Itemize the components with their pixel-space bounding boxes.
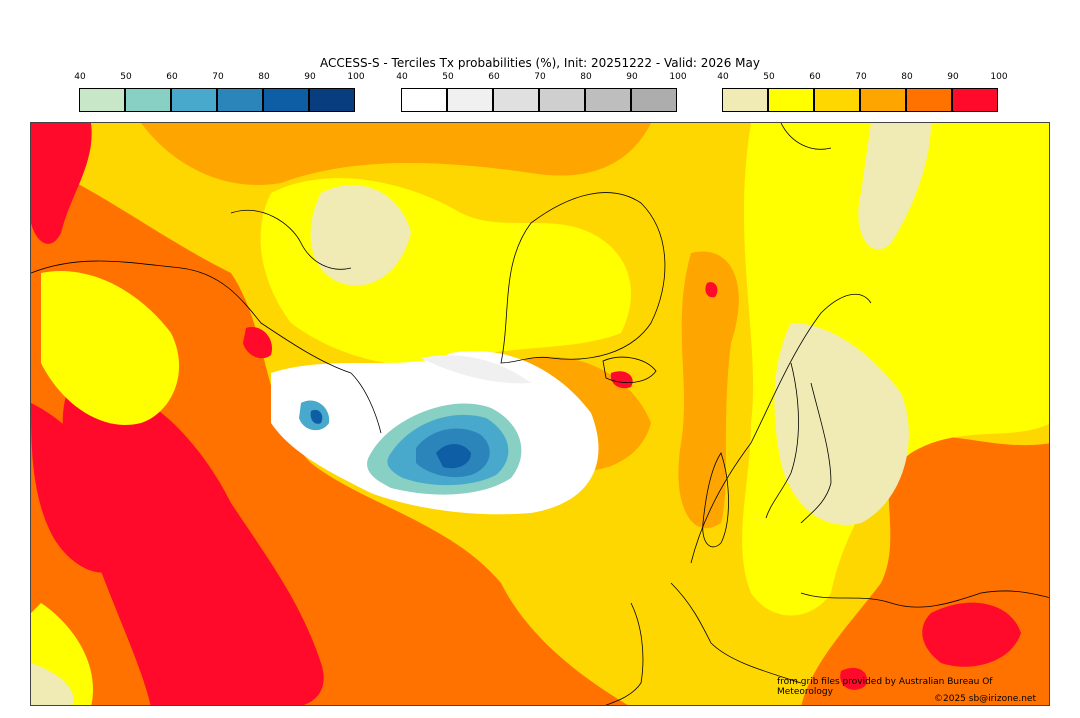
tick-label: 60 (166, 72, 178, 82)
field-pale-scandinavia (774, 323, 909, 525)
coast-iberia (605, 602, 644, 705)
tick-label: 40 (74, 72, 86, 82)
legend-swatch (171, 88, 217, 112)
coast-iceland (602, 356, 657, 383)
legend-swatch (539, 88, 585, 112)
tick-label: 100 (990, 72, 1008, 82)
probability-map[interactable]: from grib files provided by Australian B… (30, 122, 1050, 706)
tick-label: 70 (534, 72, 546, 82)
field-blue-deep (436, 444, 471, 469)
legend-swatch (906, 88, 952, 112)
coast-greenland (500, 192, 666, 364)
legend-swatch (860, 88, 906, 112)
map-title: ACCESS-S - Terciles Tx probabilities (%)… (320, 56, 760, 70)
copyright-credit: ©2025 sb@irizone.net (934, 694, 1036, 704)
legend-swatch (768, 88, 814, 112)
source-credit: from grib files provided by Australian B… (777, 677, 993, 697)
field-orange-norway (678, 251, 739, 529)
legend-bar-below (79, 88, 356, 112)
legend-ticks-below: 40 50 60 70 80 90 100 (74, 72, 364, 84)
field-red-norway-spot (705, 282, 718, 298)
legend-swatch (952, 88, 998, 112)
legend-swatch (631, 88, 677, 112)
legend-bar-near (401, 88, 678, 112)
legend-swatch (125, 88, 171, 112)
legend-swatch (447, 88, 493, 112)
field-red-southwest-2 (31, 403, 131, 573)
tick-label: 90 (626, 72, 638, 82)
field-red-corner (31, 123, 92, 244)
coast-arctic-islands (780, 123, 832, 150)
field-pale-arctic (858, 123, 931, 250)
tick-label: 40 (396, 72, 408, 82)
tick-label: 70 (212, 72, 224, 82)
field-near-normal-edge (421, 355, 531, 384)
map-canvas (31, 123, 1049, 705)
tick-label: 70 (855, 72, 867, 82)
field-pale-greenland (310, 185, 411, 286)
tick-label: 60 (809, 72, 821, 82)
field-orange-north (141, 123, 651, 185)
legend-ticks-near: 40 50 60 70 80 90 100 (396, 72, 686, 84)
legend-swatch (401, 88, 447, 112)
legend-swatch (585, 88, 631, 112)
legend-ticks-above: 40 50 60 70 80 90 100 (717, 72, 1007, 84)
legend-swatch (493, 88, 539, 112)
legend-swatch (309, 88, 355, 112)
tick-label: 50 (763, 72, 775, 82)
coast-labrador (350, 372, 382, 434)
coast-sweden (765, 362, 799, 519)
coastlines (31, 123, 1049, 705)
coast-mediterranean (800, 590, 1049, 608)
legend-swatch (79, 88, 125, 112)
legend-swatch (722, 88, 768, 112)
tick-label: 80 (258, 72, 270, 82)
tick-label: 50 (120, 72, 132, 82)
tick-label: 50 (442, 72, 454, 82)
field-red-iceland-spot (610, 371, 633, 389)
tick-label: 90 (304, 72, 316, 82)
legend-bar-above (722, 88, 999, 112)
coast-europe-west (670, 582, 802, 684)
field-red-greenland-spot (243, 327, 272, 359)
tick-label: 100 (669, 72, 687, 82)
tick-label: 60 (488, 72, 500, 82)
coast-baltic (800, 382, 832, 524)
tick-label: 40 (717, 72, 729, 82)
field-red-southwest (62, 382, 324, 705)
field-yellow-west (41, 271, 180, 425)
field-red-spot (840, 667, 867, 690)
coast-canada-coast (31, 260, 352, 374)
coast-norway (690, 294, 872, 564)
field-red-mediterranean (922, 602, 1021, 667)
tick-label: 80 (901, 72, 913, 82)
legend-swatch (814, 88, 860, 112)
legend-swatch (217, 88, 263, 112)
tick-label: 90 (947, 72, 959, 82)
legend-swatch (263, 88, 309, 112)
tick-label: 80 (580, 72, 592, 82)
field-blue-small-core (310, 409, 323, 424)
coast-canada-north (230, 209, 352, 270)
coast-britain (702, 452, 729, 548)
field-pale-southwest (31, 663, 74, 705)
tick-label: 100 (347, 72, 365, 82)
